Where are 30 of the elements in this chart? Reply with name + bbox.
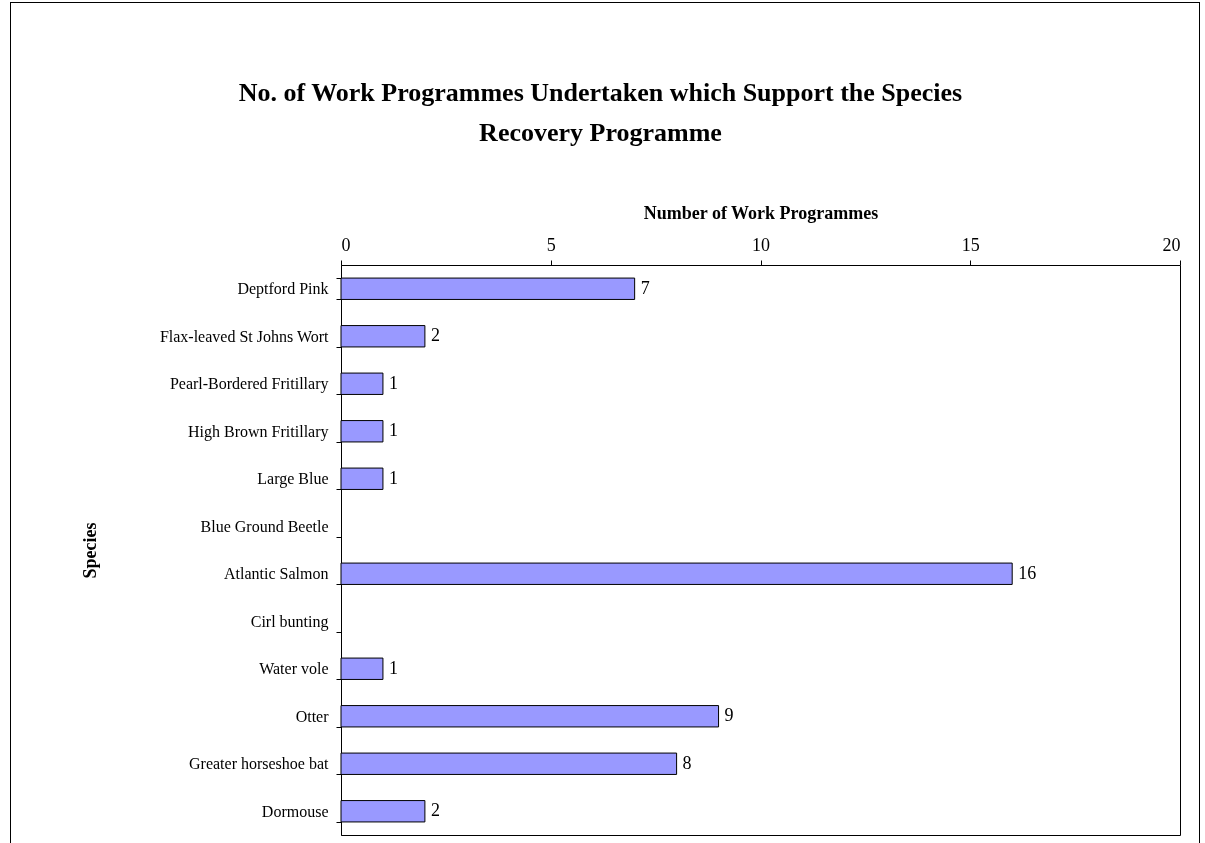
chart-title: No. of Work Programmes Undertaken which Support the Species Recovery Programme <box>238 78 963 147</box>
y-tick-label: Greater horseshoe bat <box>189 755 330 773</box>
data-label: 2 <box>430 325 440 346</box>
y-tick-label: Large Blue <box>257 470 329 489</box>
data-label: 1 <box>388 420 398 441</box>
data-label: 8 <box>682 752 692 773</box>
x-axis-title: Number of Work Programmes <box>643 202 879 223</box>
data-label: 7 <box>640 277 650 298</box>
y-tick-label: Dormouse <box>261 802 329 820</box>
y-tick-label: Pearl-Bordered Fritillary <box>169 375 329 394</box>
y-tick-label: Water vole <box>259 660 329 678</box>
x-tick-label: 0 <box>341 234 351 255</box>
y-tick-label: Blue Ground Beetle <box>200 517 329 535</box>
y-tick-label: Deptford Pink <box>237 280 329 299</box>
data-label: 9 <box>724 705 734 726</box>
data-label: 1 <box>388 657 398 678</box>
y-tick-label: Flax-leaved St Johns Wort <box>159 327 330 345</box>
x-tick-label: 20 <box>1162 234 1181 255</box>
data-label: 16 <box>1018 562 1037 583</box>
x-tick-label: 10 <box>752 234 770 255</box>
y-axis-title: Species <box>79 522 100 579</box>
x-tick-label: 5 <box>546 234 556 255</box>
y-tick-label: Atlantic Salmon <box>224 565 329 583</box>
data-label: 2 <box>430 800 440 821</box>
data-label: 1 <box>388 372 398 393</box>
x-tick-label: 15 <box>961 234 980 255</box>
y-tick-label: Otter <box>295 707 330 725</box>
data-label: 1 <box>388 467 398 488</box>
y-tick-label: Cirl bunting <box>250 612 329 631</box>
y-tick-label: High Brown Fritillary <box>188 422 329 441</box>
